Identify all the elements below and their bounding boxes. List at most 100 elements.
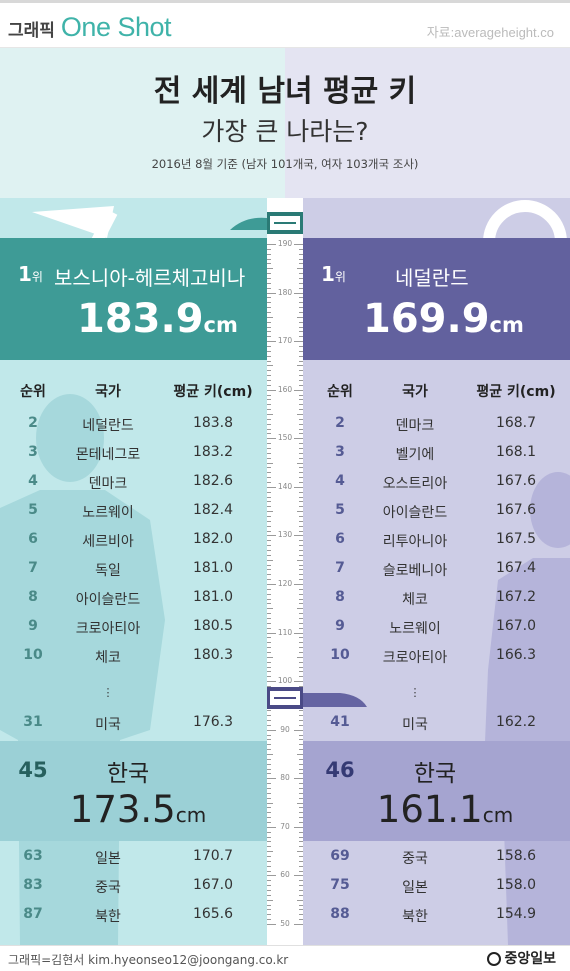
ruler-tick	[267, 486, 276, 488]
men-usa-country: 미국	[95, 717, 121, 733]
ruler-tick	[297, 559, 303, 561]
ruler-tick	[299, 647, 303, 649]
men-ranking-table: 순위 국가 평균 키(cm) 2 네덜란드 183.8 3 몬테네그로 183.2 4 덴마크 182…	[0, 0, 267, 945]
ruler-tick	[267, 530, 271, 532]
ruler-tick	[267, 554, 271, 556]
ruler-tick	[267, 822, 271, 823]
ruler-tick	[299, 282, 303, 284]
ruler-tick	[267, 846, 271, 848]
women-row-value: 168.1	[495, 444, 537, 460]
ruler-tick	[299, 860, 303, 862]
ruler-tick	[299, 763, 303, 765]
ruler-tick	[299, 350, 303, 352]
men-row-rank: 2	[28, 415, 38, 431]
women-row-country: 오스트리아	[382, 476, 448, 492]
ruler-tick	[299, 618, 303, 619]
men-tail-value: 167.0	[192, 877, 234, 893]
ruler-tick	[299, 686, 303, 687]
ruler-tick	[294, 826, 303, 828]
men-row-value: 182.6	[192, 473, 234, 489]
women-row-value: 167.5	[495, 531, 537, 547]
women-usa-rank: 41	[330, 714, 350, 730]
men-korea-unit: cm	[175, 803, 207, 827]
ruler-tick	[267, 321, 271, 323]
ruler-tick	[267, 248, 271, 250]
ruler-tick	[267, 258, 271, 260]
ruler-tick	[299, 321, 303, 323]
ruler-tick	[297, 802, 303, 804]
ruler-tick	[267, 462, 273, 464]
ruler-tick	[267, 807, 271, 809]
ruler-tick	[299, 520, 303, 522]
ruler-tick	[297, 511, 303, 513]
ruler-tick	[297, 462, 303, 464]
ruler-tick	[299, 360, 303, 362]
women-row-value: 167.6	[495, 473, 537, 489]
ruler-tick	[299, 472, 303, 474]
ruler-tick	[267, 715, 271, 717]
ruler-tick	[267, 681, 276, 683]
women-tail-rank: 69	[330, 848, 350, 864]
women-header-country: 국가	[402, 384, 428, 400]
men-first-rank: 1위	[18, 262, 43, 286]
ruler-tick	[267, 773, 271, 775]
ruler-tick	[267, 545, 271, 547]
ruler-tick	[299, 297, 303, 299]
ruler-tick	[267, 448, 271, 449]
ruler-tick	[267, 720, 271, 721]
ruler-label: 160	[277, 384, 293, 394]
ruler-tick	[299, 739, 303, 741]
men-row-country: 네덜란드	[82, 418, 134, 434]
ruler-tick	[299, 720, 303, 721]
ruler-tick	[294, 438, 303, 440]
ruler-tick	[267, 506, 271, 508]
ruler-tick	[299, 428, 303, 430]
men-row-value: 182.4	[192, 502, 234, 518]
ruler-tick	[267, 826, 276, 828]
ruler-tick	[267, 574, 271, 576]
ruler-tick	[299, 384, 303, 386]
ruler-tick	[299, 501, 303, 503]
ruler-tick	[267, 894, 271, 896]
women-tail-country: 일본	[402, 880, 428, 896]
men-height-marker	[230, 212, 303, 234]
ruler-tick	[294, 924, 303, 925]
women-row-rank: 10	[330, 647, 350, 663]
women-row-country: 벨기에	[395, 447, 435, 463]
women-first-height: 169.9cm	[363, 296, 524, 342]
ruler-tick	[267, 686, 271, 687]
ruler-tick	[267, 613, 271, 615]
ruler-tick	[267, 389, 276, 391]
women-row-country: 리투아니아	[382, 534, 448, 550]
ruler-tick	[294, 244, 303, 245]
men-row-value: 181.0	[192, 560, 234, 576]
men-tail-country: 북한	[95, 909, 121, 925]
ruler-tick	[267, 744, 271, 746]
men-usa-value: 176.3	[192, 714, 234, 730]
ruler-tick	[299, 676, 303, 678]
ruler-tick	[297, 899, 303, 901]
ruler-tick	[299, 569, 303, 571]
ruler-tick	[267, 758, 271, 760]
ruler-tick	[267, 268, 273, 270]
men-row-country: 크로아티아	[75, 621, 141, 637]
men-tail-value: 170.7	[192, 848, 234, 864]
men-row-rank: 10	[23, 647, 43, 663]
men-row-rank: 4	[28, 473, 38, 489]
ruler-tick	[267, 355, 271, 357]
women-korea-rank: 46	[325, 758, 355, 782]
ruler-label: 180	[277, 287, 293, 297]
men-row-country: 노르웨이	[82, 505, 134, 521]
ruler-tick	[299, 258, 303, 260]
ruler-tick	[267, 516, 271, 517]
ruler-tick	[299, 919, 303, 921]
men-row-country: 덴마크	[88, 476, 128, 492]
women-korea-unit: cm	[482, 803, 514, 827]
ruler-tick	[267, 603, 271, 605]
ruler-tick	[267, 365, 273, 367]
ruler-tick	[299, 642, 303, 644]
ruler-tick	[299, 574, 303, 576]
ruler-tick	[267, 394, 271, 396]
publisher-logo: 중앙일보	[487, 948, 556, 968]
source-label: 자료:averageheight.co	[426, 25, 554, 40]
